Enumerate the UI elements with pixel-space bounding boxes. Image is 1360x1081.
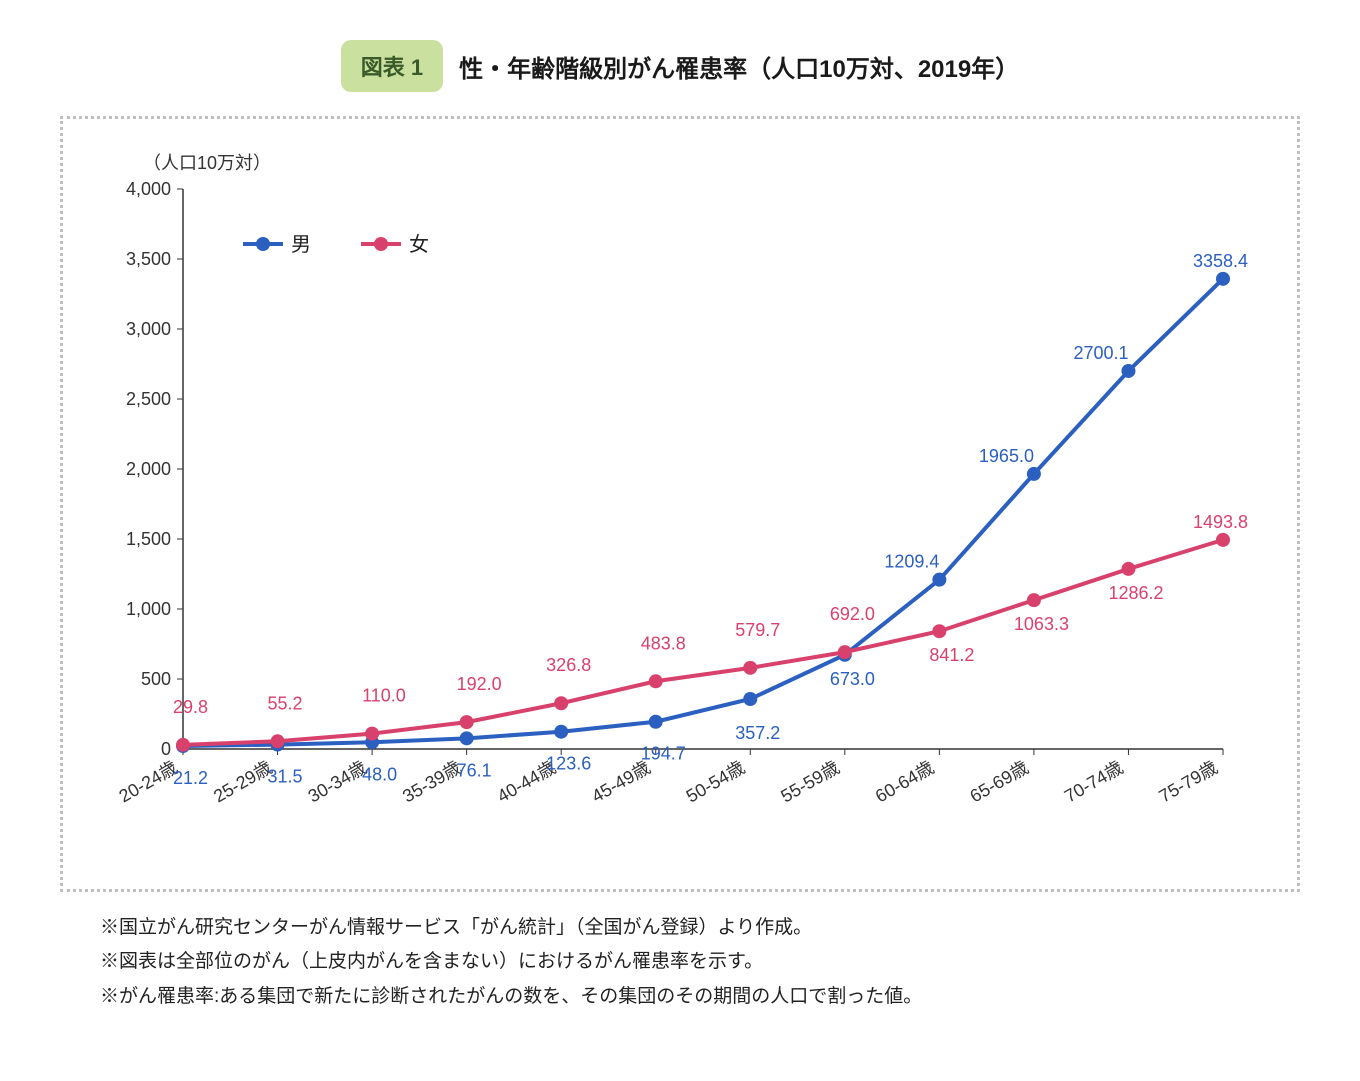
data-label: 194.7 (641, 744, 686, 764)
data-point (1216, 272, 1230, 286)
data-point (1121, 562, 1135, 576)
y-tick-label: 3,000 (126, 319, 171, 339)
data-label: 123.6 (546, 754, 591, 774)
x-tick-label: 30-34歳 (305, 757, 370, 806)
x-tick-label: 35-39歳 (399, 757, 464, 806)
footnotes: ※国立がん研究センターがん情報サービス「がん統計」（全国がん登録）より作成。 ※… (100, 912, 1260, 1013)
footnote-line: ※図表は全部位のがん（上皮内がんを含まない）におけるがん罹患率を示す。 (100, 946, 1260, 978)
footnote-line: ※がん罹患率:ある集団で新たに診断されたがんの数を、その集団のその期間の人口で割… (100, 981, 1260, 1013)
data-point (460, 715, 474, 729)
y-tick-label: 2,500 (126, 389, 171, 409)
figure-badge: 図表 1 (341, 40, 443, 92)
data-point (1121, 364, 1135, 378)
data-point (365, 727, 379, 741)
data-label: 76.1 (457, 760, 492, 780)
data-point (460, 731, 474, 745)
x-tick-label: 50-54歳 (683, 757, 748, 806)
data-label: 1286.2 (1108, 583, 1163, 603)
data-point (649, 674, 663, 688)
data-label: 21.2 (173, 768, 208, 788)
data-point (176, 738, 190, 752)
data-label: 841.2 (929, 645, 974, 665)
x-tick-label: 75-79歳 (1156, 757, 1221, 806)
x-tick-label: 20-24歳 (116, 757, 181, 806)
data-label: 48.0 (362, 764, 397, 784)
data-point (932, 573, 946, 587)
x-tick-label: 60-64歳 (872, 757, 937, 806)
series-line (183, 540, 1223, 745)
data-label: 692.0 (830, 604, 875, 624)
data-point (1027, 593, 1041, 607)
data-label: 110.0 (362, 686, 406, 706)
data-label: 1965.0 (979, 446, 1034, 466)
y-tick-label: 2,000 (126, 459, 171, 479)
data-label: 192.0 (457, 674, 502, 694)
data-point (743, 692, 757, 706)
data-label: 579.7 (735, 620, 780, 640)
x-tick-label: 70-74歳 (1061, 757, 1126, 806)
data-label: 2700.1 (1073, 343, 1128, 363)
data-label: 3358.4 (1193, 251, 1248, 271)
data-point (932, 624, 946, 638)
data-point (1216, 533, 1230, 547)
chart-container: （人口10万対） 0 500 1,000 1,500 2,000 2,500 3,000 3,… (60, 116, 1300, 892)
data-point (838, 645, 852, 659)
data-label: 1493.8 (1193, 512, 1248, 532)
data-point (743, 661, 757, 675)
figure-header: 図表 1 性・年齢階級別がん罹患率（人口10万対、2019年） (40, 40, 1320, 92)
y-tick-label: 0 (161, 739, 171, 759)
y-tick-label: 1,000 (126, 599, 171, 619)
data-point (271, 734, 285, 748)
y-tick-label: 500 (141, 669, 171, 689)
data-label: 29.8 (173, 697, 208, 717)
x-tick-label: 65-69歳 (966, 757, 1031, 806)
x-tick-label: 55-59歳 (777, 757, 842, 806)
y-tick-label: 1,500 (126, 529, 171, 549)
data-label: 55.2 (268, 693, 303, 713)
data-label: 357.2 (735, 723, 780, 743)
figure-title: 性・年齢階級別がん罹患率（人口10万対、2019年） (459, 49, 1019, 84)
data-label: 1063.3 (1014, 614, 1069, 634)
y-axis-label: （人口10万対） (143, 149, 1267, 175)
y-tick-label: 3,500 (126, 249, 171, 269)
line-chart: 0 500 1,000 1,500 2,000 2,500 3,000 3,500 4,000 2… (93, 179, 1273, 859)
x-tick-label: 45-49歳 (588, 757, 653, 806)
data-point (1027, 467, 1041, 481)
y-tick-label: 4,000 (126, 179, 171, 199)
data-point (554, 696, 568, 710)
footnote-line: ※国立がん研究センターがん情報サービス「がん統計」（全国がん登録）より作成。 (100, 912, 1260, 944)
legend-label: 男 (291, 234, 311, 256)
data-point (649, 715, 663, 729)
data-label: 31.5 (268, 767, 303, 787)
legend-label: 女 (409, 233, 429, 256)
data-label: 483.8 (641, 633, 686, 653)
data-label: 326.8 (546, 655, 591, 675)
data-label: 1209.4 (884, 552, 939, 572)
data-point (554, 725, 568, 739)
x-tick-label: 25-29歳 (210, 757, 275, 806)
data-label: 673.0 (830, 669, 875, 689)
